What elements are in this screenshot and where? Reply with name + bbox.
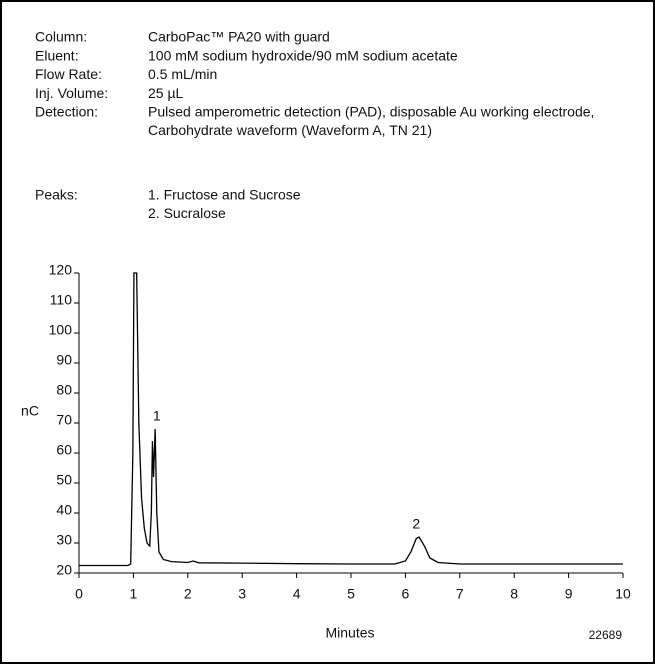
info-label: Detection: <box>35 104 98 120</box>
trace <box>79 272 623 567</box>
info-label: Flow Rate: <box>35 66 102 82</box>
peak-annotation: 2 <box>412 516 420 532</box>
info-value: CarboPac™ PA20 with guard <box>148 29 330 45</box>
x-tick-label: 9 <box>565 586 573 602</box>
y-tick-label: 90 <box>56 352 72 368</box>
y-tick-label: 80 <box>56 382 72 398</box>
info-value: 25 µL <box>148 85 184 101</box>
y-tick-label: 30 <box>56 532 72 548</box>
y-tick-label: 60 <box>56 442 72 458</box>
y-tick-label: 70 <box>56 412 72 428</box>
y-tick-label: 110 <box>50 292 73 308</box>
info-value: Carbohydrate waveform (Waveform A, TN 21… <box>148 122 432 138</box>
peak-item: 2. Sucralose <box>148 205 226 221</box>
x-tick-label: 5 <box>347 586 355 602</box>
peak-annotation: 1 <box>153 408 161 424</box>
y-axis-label: nC <box>21 403 39 419</box>
y-tick-label: 100 <box>49 322 73 338</box>
peaks-label: Peaks: <box>35 187 78 203</box>
x-tick-label: 0 <box>75 586 83 602</box>
info-label: Inj. Volume: <box>35 85 108 101</box>
x-tick-label: 10 <box>615 586 631 602</box>
y-tick-label: 40 <box>56 502 72 518</box>
y-tick-label: 50 <box>56 472 72 488</box>
x-tick-label: 6 <box>402 586 410 602</box>
x-tick-label: 2 <box>184 586 192 602</box>
info-label: Column: <box>35 29 87 45</box>
figure-id: 22689 <box>589 628 623 642</box>
x-tick-label: 4 <box>293 586 301 602</box>
peak-item: 1. Fructose and Sucrose <box>148 187 301 203</box>
x-tick-label: 1 <box>130 586 138 602</box>
info-label: Eluent: <box>35 47 79 63</box>
y-tick-label: 120 <box>49 262 73 278</box>
info-value: 100 mM sodium hydroxide/90 mM sodium ace… <box>148 47 458 63</box>
x-tick-label: 3 <box>238 586 246 602</box>
info-value: Pulsed amperometric detection (PAD), dis… <box>148 104 594 120</box>
x-axis-label: Minutes <box>325 625 374 641</box>
x-tick-label: 8 <box>510 586 518 602</box>
info-value: 0.5 mL/min <box>148 66 217 82</box>
y-tick-label: 20 <box>56 562 72 578</box>
x-tick-label: 7 <box>456 586 464 602</box>
